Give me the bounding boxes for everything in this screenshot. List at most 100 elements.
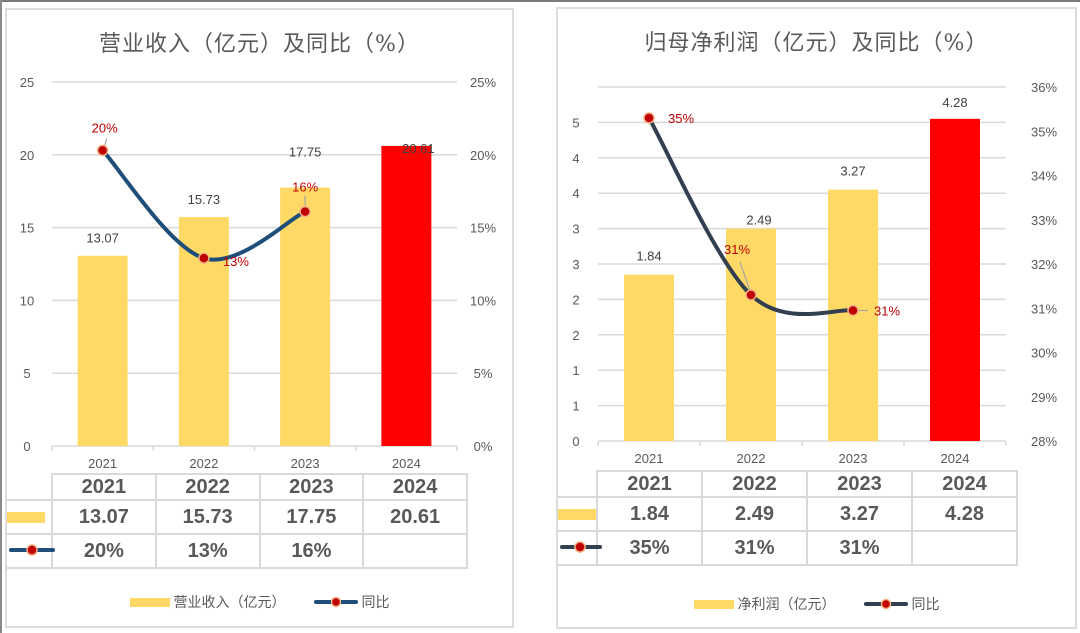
table-cell: 2.49 bbox=[701, 496, 808, 532]
y-axis-left-tick-label: 10 bbox=[20, 293, 34, 308]
table-corner bbox=[7, 474, 53, 501]
yoy-data-label: 31% bbox=[874, 303, 900, 318]
line-marker-icon bbox=[560, 540, 602, 553]
table-header-cell: 2024 bbox=[911, 470, 1018, 498]
x-axis-tick-label: 2023 bbox=[291, 456, 320, 471]
table-header-cell: 2021 bbox=[51, 473, 157, 501]
table-cell: 20.61 bbox=[362, 499, 468, 535]
table-cell: 1.84 bbox=[596, 496, 703, 532]
y-axis-right-tick-label: 5% bbox=[474, 366, 493, 381]
yoy-line bbox=[647, 115, 855, 317]
bar-data-label: 3.27 bbox=[840, 164, 865, 179]
legend-label: 净利润（亿元） bbox=[737, 596, 836, 612]
y-axis-left-tick-label: 5 bbox=[23, 366, 30, 381]
x-axis-tick-label: 2024 bbox=[392, 456, 421, 471]
y-axis-left-tick-label: 25 bbox=[20, 75, 34, 90]
yoy-marker bbox=[847, 304, 859, 317]
line-marker-icon bbox=[863, 598, 908, 610]
y-axis-left-tick-label: 3 bbox=[572, 222, 579, 237]
chart-title: 归母净利润（亿元）及同比（%） bbox=[644, 31, 989, 56]
net-profit-chart-plot: 0 1 1 2 2 3 3 4 4 5 28% 29% 30% 31% 32% 33% 34% 35% 36% 202… bbox=[572, 80, 1057, 466]
left-border-line bbox=[0, 0, 2, 633]
bar bbox=[624, 274, 674, 441]
bar-data-label: 2.49 bbox=[746, 213, 771, 228]
table-header-cell: 2023 bbox=[806, 470, 913, 498]
chart-legend: 净利润（亿元） 同比 bbox=[558, 594, 1075, 614]
data-table: 2021 2022 2023 2024 1.84 2.49 3.27 4.28 … bbox=[558, 470, 1018, 566]
x-axis-tick-label: 2022 bbox=[189, 456, 218, 471]
table-row-net-profit: 1.84 2.49 3.27 4.28 bbox=[558, 496, 1018, 532]
y-axis-left-tick-label: 0 bbox=[572, 434, 579, 449]
table-corner bbox=[558, 471, 598, 498]
table-row-yoy: 20% 13% 16% bbox=[7, 533, 468, 569]
x-axis-tick-label: 2021 bbox=[88, 456, 117, 471]
bar bbox=[726, 228, 776, 441]
y-axis-left-tick-label: 3 bbox=[572, 257, 579, 272]
y-axis-right-tick-label: 28% bbox=[1031, 434, 1057, 449]
x-axis-tick-label: 2021 bbox=[635, 451, 664, 466]
bar bbox=[381, 145, 432, 446]
legend-key-bar bbox=[558, 496, 598, 532]
yoy-data-label: 35% bbox=[668, 111, 694, 126]
bar bbox=[930, 118, 980, 442]
legend-key-bar bbox=[7, 499, 53, 535]
data-table: 2021 2022 2023 2024 13.07 15.73 17.75 20… bbox=[7, 473, 468, 569]
yoy-marker bbox=[643, 112, 655, 124]
table-cell: 13% bbox=[154, 533, 261, 569]
line-marker-icon bbox=[313, 596, 358, 608]
table-cell: 3.27 bbox=[806, 496, 913, 532]
legend-item-yoy: 同比 bbox=[863, 594, 940, 614]
table-cell: 20% bbox=[51, 533, 157, 569]
bar-swatch-icon bbox=[129, 597, 170, 607]
table-header-cell: 2022 bbox=[154, 473, 261, 501]
y-axis-left-tick-label: 5 bbox=[572, 115, 579, 130]
yoy-data-label: 31% bbox=[724, 242, 750, 257]
table-cell: 16% bbox=[258, 533, 365, 569]
table-header-cell: 2024 bbox=[362, 473, 468, 501]
table-header-cell: 2022 bbox=[701, 470, 808, 498]
y-axis-right-tick-label: 10% bbox=[470, 293, 496, 308]
y-axis-right-tick-label: 32% bbox=[1031, 257, 1057, 272]
table-cell: 13.07 bbox=[51, 499, 157, 535]
bar-swatch-icon bbox=[558, 508, 596, 520]
x-axis-tick-label: 2024 bbox=[941, 451, 970, 466]
table-cell: 17.75 bbox=[258, 499, 365, 535]
y-axis-left-tick-label: 4 bbox=[572, 186, 579, 201]
bar-swatch-icon bbox=[693, 599, 734, 609]
y-axis-right-tick-label: 34% bbox=[1031, 169, 1057, 184]
bar bbox=[280, 187, 331, 446]
bar-data-label: 20.61 bbox=[402, 141, 435, 156]
bar-data-label: 4.28 bbox=[942, 95, 967, 110]
table-cell: 15.73 bbox=[154, 499, 261, 535]
legend-key-line bbox=[558, 530, 602, 566]
legend-item-yoy: 同比 bbox=[313, 592, 390, 612]
legend-item-net-profit: 净利润（亿元） bbox=[693, 594, 836, 614]
table-row-yoy: 35% 31% 31% bbox=[558, 530, 1018, 566]
table-cell: 35% bbox=[596, 530, 703, 566]
y-axis-right-tick-label: 29% bbox=[1031, 390, 1057, 405]
y-axis-right-tick-label: 35% bbox=[1031, 124, 1057, 139]
bar-data-label: 13.07 bbox=[86, 231, 119, 246]
y-axis-left-tick-label: 2 bbox=[572, 292, 579, 307]
chart-title: 营业收入（亿元）及同比（%） bbox=[99, 32, 420, 57]
yoy-marker bbox=[299, 205, 311, 218]
yoy-marker bbox=[198, 252, 210, 264]
yoy-data-label: 20% bbox=[92, 120, 118, 135]
yoy-marker bbox=[96, 144, 109, 157]
bar bbox=[178, 216, 229, 446]
y-axis-left-tick-label: 2 bbox=[572, 328, 579, 343]
y-axis-left-tick-label: 1 bbox=[572, 363, 579, 378]
bar-data-label: 1.84 bbox=[636, 249, 661, 264]
bar-data-label: 17.75 bbox=[289, 145, 322, 160]
net-profit-chart-panel: 归母净利润（亿元）及同比（%） 0 1 1 2 2 3 3 4 4 5 28% 29% 30% 31% 32… bbox=[556, 7, 1077, 629]
bar-swatch-icon bbox=[7, 511, 45, 523]
table-cell bbox=[362, 533, 468, 569]
y-axis-right-tick-label: 15% bbox=[470, 221, 496, 236]
y-axis-left-tick-label: 4 bbox=[572, 151, 579, 166]
y-axis-left-tick-label: 1 bbox=[572, 399, 579, 414]
y-axis-right-tick-label: 36% bbox=[1031, 80, 1057, 95]
legend-key-line bbox=[7, 533, 55, 569]
y-axis-right-tick-label: 20% bbox=[470, 148, 496, 163]
yoy-marker bbox=[745, 289, 757, 301]
table-cell: 4.28 bbox=[911, 496, 1018, 532]
